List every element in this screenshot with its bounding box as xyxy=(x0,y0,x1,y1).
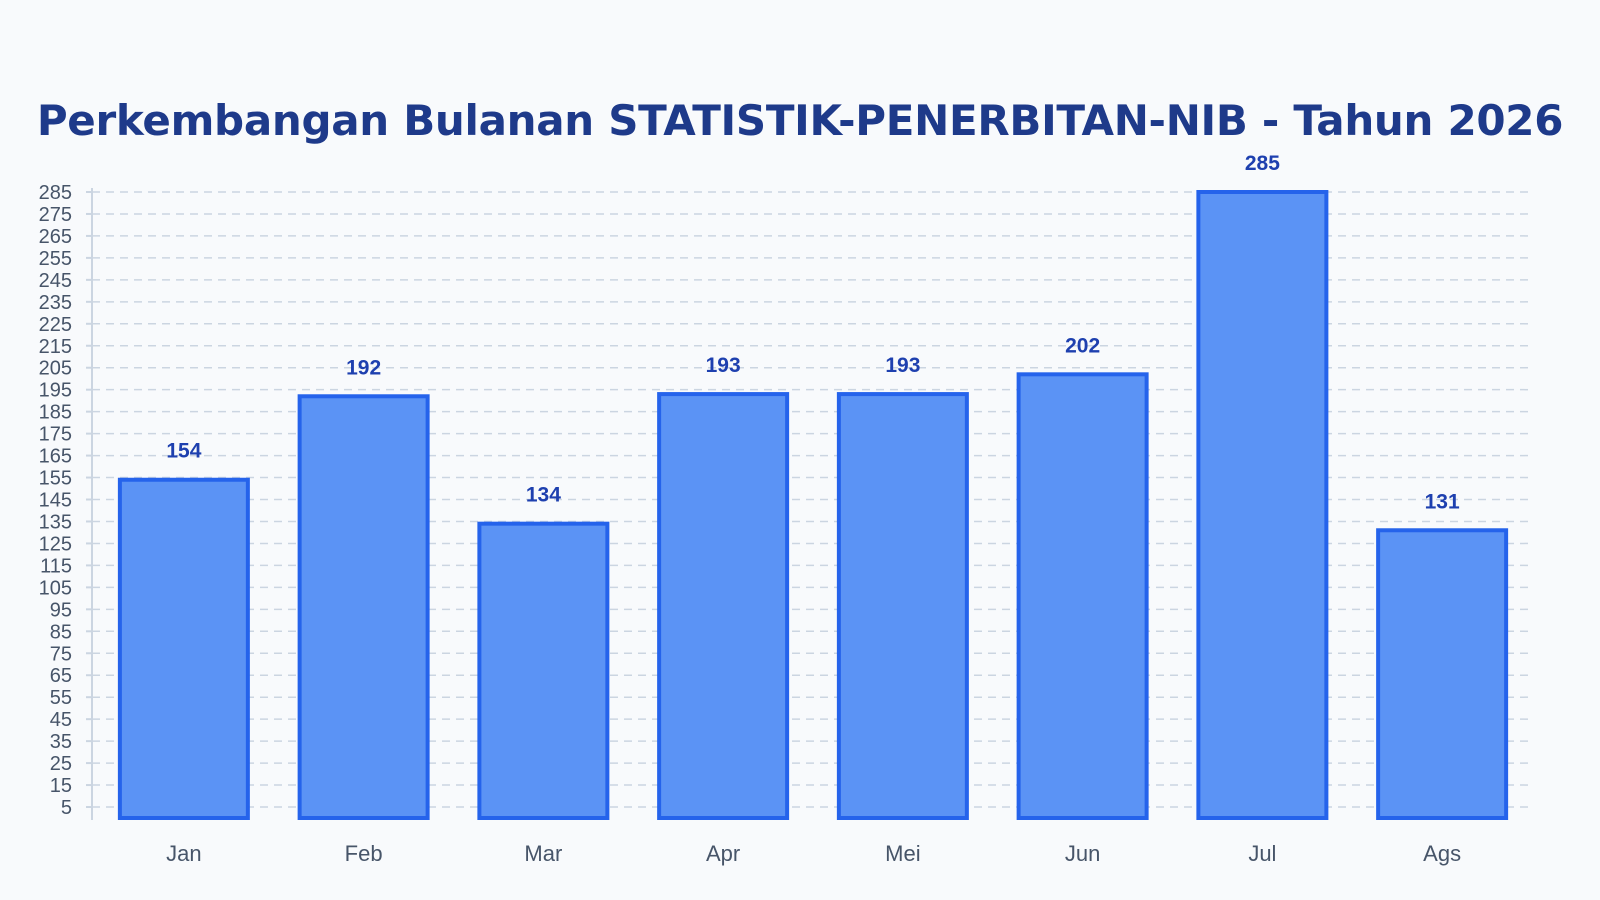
data-label: 193 xyxy=(885,354,920,377)
y-axis: 5152535455565758595105115125135145155165… xyxy=(39,182,93,820)
y-tick-label: 65 xyxy=(50,665,72,687)
y-tick-label: 275 xyxy=(39,204,72,226)
y-tick-label: 95 xyxy=(50,599,72,621)
bars xyxy=(117,190,1509,820)
bar-jan xyxy=(117,477,250,820)
bar-jun xyxy=(1016,372,1149,820)
y-tick-label: 105 xyxy=(39,577,72,599)
y-tick-label: 125 xyxy=(39,533,72,555)
data-label: 154 xyxy=(166,440,201,463)
data-label: 131 xyxy=(1425,490,1460,513)
y-tick-label: 195 xyxy=(39,380,72,402)
y-tick-label: 265 xyxy=(39,226,72,248)
x-tick-label: Jul xyxy=(1248,841,1276,866)
y-tick-label: 235 xyxy=(39,292,72,314)
data-label: 193 xyxy=(706,354,741,377)
y-tick-label: 85 xyxy=(50,621,72,643)
y-tick-label: 215 xyxy=(39,336,72,358)
bar-apr xyxy=(657,392,790,820)
y-tick-label: 135 xyxy=(39,511,72,533)
y-tick-label: 185 xyxy=(39,402,72,424)
bar-feb xyxy=(297,394,430,820)
x-tick-label: Jan xyxy=(166,841,201,866)
bar-mar xyxy=(477,521,610,820)
y-tick-label: 145 xyxy=(39,490,72,512)
x-tick-label: Jun xyxy=(1065,841,1100,866)
y-tick-label: 255 xyxy=(39,248,72,270)
bar-jul xyxy=(1196,190,1329,820)
labels: 154 Jan 192 Feb 134 Mar 193 Apr 193 Mei 202 Jun 285 J… xyxy=(166,152,1461,866)
bar-mei xyxy=(836,392,969,820)
x-tick-label: Mar xyxy=(524,841,562,866)
y-tick-label: 15 xyxy=(50,775,72,797)
y-tick-label: 245 xyxy=(39,270,72,292)
data-label: 285 xyxy=(1245,152,1280,175)
data-label: 192 xyxy=(346,356,381,379)
chart-title: Perkembangan Bulanan STATISTIK-PENERBITA… xyxy=(36,96,1564,145)
y-tick-label: 55 xyxy=(50,687,72,709)
y-tick-label: 115 xyxy=(40,555,72,577)
y-tick-label: 45 xyxy=(50,709,72,731)
x-tick-label: Mei xyxy=(885,841,920,866)
y-tick-label: 155 xyxy=(39,468,72,490)
y-tick-label: 225 xyxy=(39,314,72,336)
y-tick-label: 285 xyxy=(39,182,72,204)
y-tick-label: 175 xyxy=(39,424,72,446)
y-tick-label: 165 xyxy=(39,446,72,468)
x-tick-label: Feb xyxy=(345,841,383,866)
y-tick-label: 35 xyxy=(50,731,72,753)
bar-ags xyxy=(1376,528,1509,820)
x-tick-label: Apr xyxy=(706,841,740,866)
data-label: 134 xyxy=(526,484,561,507)
y-tick-label: 5 xyxy=(61,797,72,819)
data-label: 202 xyxy=(1065,334,1100,357)
y-tick-label: 205 xyxy=(39,358,72,380)
x-tick-label: Ags xyxy=(1423,841,1461,866)
y-tick-label: 75 xyxy=(50,643,72,665)
y-tick-label: 25 xyxy=(50,753,72,775)
